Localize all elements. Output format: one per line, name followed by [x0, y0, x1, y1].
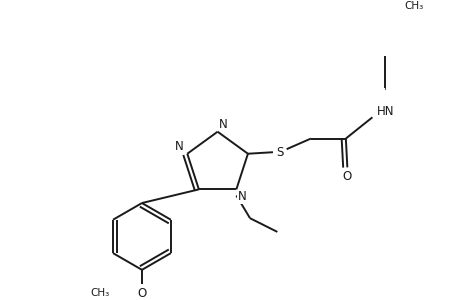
Text: N: N: [237, 190, 246, 203]
Text: S: S: [275, 146, 283, 159]
Text: N: N: [175, 140, 184, 153]
Text: N: N: [219, 118, 228, 130]
Text: O: O: [137, 287, 146, 300]
Text: CH₃: CH₃: [403, 1, 423, 11]
Text: CH₃: CH₃: [90, 288, 109, 298]
Text: HN: HN: [376, 105, 394, 118]
Text: O: O: [342, 170, 351, 183]
